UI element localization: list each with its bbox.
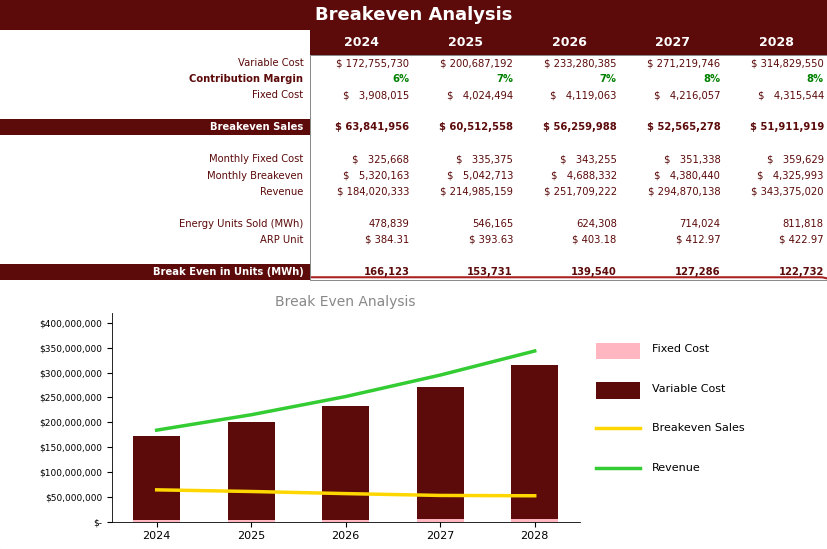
Text: $ 422.97: $ 422.97 bbox=[778, 235, 823, 245]
Text: Fixed Cost: Fixed Cost bbox=[252, 90, 303, 100]
Text: Breakeven Analysis: Breakeven Analysis bbox=[315, 6, 512, 24]
Bar bbox=[510, 365, 557, 522]
Text: 122,732: 122,732 bbox=[777, 267, 823, 277]
Text: $ 200,687,192: $ 200,687,192 bbox=[440, 58, 513, 68]
Text: Revenue: Revenue bbox=[651, 463, 700, 473]
Text: 166,123: 166,123 bbox=[363, 267, 409, 277]
Text: $   343,255: $ 343,255 bbox=[559, 154, 616, 165]
Text: $   4,024,494: $ 4,024,494 bbox=[447, 90, 513, 100]
Text: $   4,315,544: $ 4,315,544 bbox=[757, 90, 823, 100]
Text: $ 214,985,159: $ 214,985,159 bbox=[439, 187, 513, 197]
Text: $ 294,870,138: $ 294,870,138 bbox=[647, 187, 719, 197]
Text: Revenue: Revenue bbox=[260, 187, 303, 197]
Text: $ 233,280,385: $ 233,280,385 bbox=[543, 58, 616, 68]
Text: Breakeven Sales: Breakeven Sales bbox=[210, 122, 303, 132]
Text: 6%: 6% bbox=[392, 74, 409, 84]
Text: Break Even in Units (MWh): Break Even in Units (MWh) bbox=[152, 267, 303, 277]
Text: 153,731: 153,731 bbox=[466, 267, 513, 277]
FancyBboxPatch shape bbox=[595, 343, 639, 359]
Text: $   4,380,440: $ 4,380,440 bbox=[653, 171, 719, 181]
Text: Energy Units Sold (MWh): Energy Units Sold (MWh) bbox=[179, 219, 303, 229]
Text: $ 343,375,020: $ 343,375,020 bbox=[750, 187, 823, 197]
Text: 546,165: 546,165 bbox=[471, 219, 513, 229]
Text: 8%: 8% bbox=[805, 74, 823, 84]
Text: $ 56,259,988: $ 56,259,988 bbox=[543, 122, 616, 132]
Bar bbox=[416, 387, 463, 522]
Text: $ 314,829,550: $ 314,829,550 bbox=[750, 58, 823, 68]
Text: 2026: 2026 bbox=[551, 36, 586, 49]
Text: $   325,668: $ 325,668 bbox=[352, 154, 409, 165]
Bar bbox=[133, 519, 180, 522]
Bar bbox=[510, 519, 557, 522]
Text: 2027: 2027 bbox=[654, 36, 689, 49]
Text: 624,308: 624,308 bbox=[575, 219, 616, 229]
Text: 2028: 2028 bbox=[758, 36, 792, 49]
Text: $ 271,219,746: $ 271,219,746 bbox=[647, 58, 719, 68]
Text: $   3,908,015: $ 3,908,015 bbox=[343, 90, 409, 100]
Text: $ 63,841,956: $ 63,841,956 bbox=[335, 122, 409, 132]
Text: $   351,338: $ 351,338 bbox=[662, 154, 719, 165]
Text: 714,024: 714,024 bbox=[678, 219, 719, 229]
Text: $   5,320,163: $ 5,320,163 bbox=[342, 171, 409, 181]
Text: Variable Cost: Variable Cost bbox=[237, 58, 303, 68]
Text: $   5,042,713: $ 5,042,713 bbox=[446, 171, 513, 181]
Text: $ 412.97: $ 412.97 bbox=[675, 235, 719, 245]
Text: ARP Unit: ARP Unit bbox=[260, 235, 303, 245]
Text: $ 251,709,222: $ 251,709,222 bbox=[543, 187, 616, 197]
Text: $ 403.18: $ 403.18 bbox=[571, 235, 616, 245]
Text: Breakeven Sales: Breakeven Sales bbox=[651, 423, 743, 433]
Text: $   4,325,993: $ 4,325,993 bbox=[757, 171, 823, 181]
Text: 811,818: 811,818 bbox=[782, 219, 823, 229]
Text: $   4,119,063: $ 4,119,063 bbox=[550, 90, 616, 100]
Text: $ 384.31: $ 384.31 bbox=[365, 235, 409, 245]
Text: 7%: 7% bbox=[599, 74, 616, 84]
Text: 7%: 7% bbox=[495, 74, 513, 84]
Text: Variable Cost: Variable Cost bbox=[651, 384, 724, 394]
Bar bbox=[416, 519, 463, 522]
Text: $ 52,565,278: $ 52,565,278 bbox=[646, 122, 719, 132]
Bar bbox=[322, 406, 369, 522]
Text: Fixed Cost: Fixed Cost bbox=[651, 344, 708, 354]
Text: Contribution Margin: Contribution Margin bbox=[189, 74, 303, 84]
Bar bbox=[322, 519, 369, 522]
Text: $   359,629: $ 359,629 bbox=[766, 154, 823, 165]
Text: $   335,375: $ 335,375 bbox=[456, 154, 513, 165]
Text: 127,286: 127,286 bbox=[674, 267, 719, 277]
Text: 2025: 2025 bbox=[447, 36, 482, 49]
Bar bbox=[227, 519, 275, 522]
Text: $ 60,512,558: $ 60,512,558 bbox=[438, 122, 513, 132]
Text: $ 393.63: $ 393.63 bbox=[468, 235, 513, 245]
Text: 478,839: 478,839 bbox=[368, 219, 409, 229]
Text: Monthly Breakeven: Monthly Breakeven bbox=[207, 171, 303, 181]
Text: 139,540: 139,540 bbox=[571, 267, 616, 277]
Text: 8%: 8% bbox=[702, 74, 719, 84]
Bar bbox=[227, 422, 275, 522]
Bar bbox=[133, 436, 180, 522]
Text: $ 184,020,333: $ 184,020,333 bbox=[337, 187, 409, 197]
Text: $   4,216,057: $ 4,216,057 bbox=[653, 90, 719, 100]
FancyBboxPatch shape bbox=[595, 382, 639, 399]
Text: 2024: 2024 bbox=[344, 36, 379, 49]
Text: Monthly Fixed Cost: Monthly Fixed Cost bbox=[209, 154, 303, 165]
Text: $   4,688,332: $ 4,688,332 bbox=[550, 171, 616, 181]
Text: $ 172,755,730: $ 172,755,730 bbox=[336, 58, 409, 68]
Title: Break Even Analysis: Break Even Analysis bbox=[275, 295, 415, 309]
Text: $ 51,911,919: $ 51,911,919 bbox=[748, 122, 823, 132]
